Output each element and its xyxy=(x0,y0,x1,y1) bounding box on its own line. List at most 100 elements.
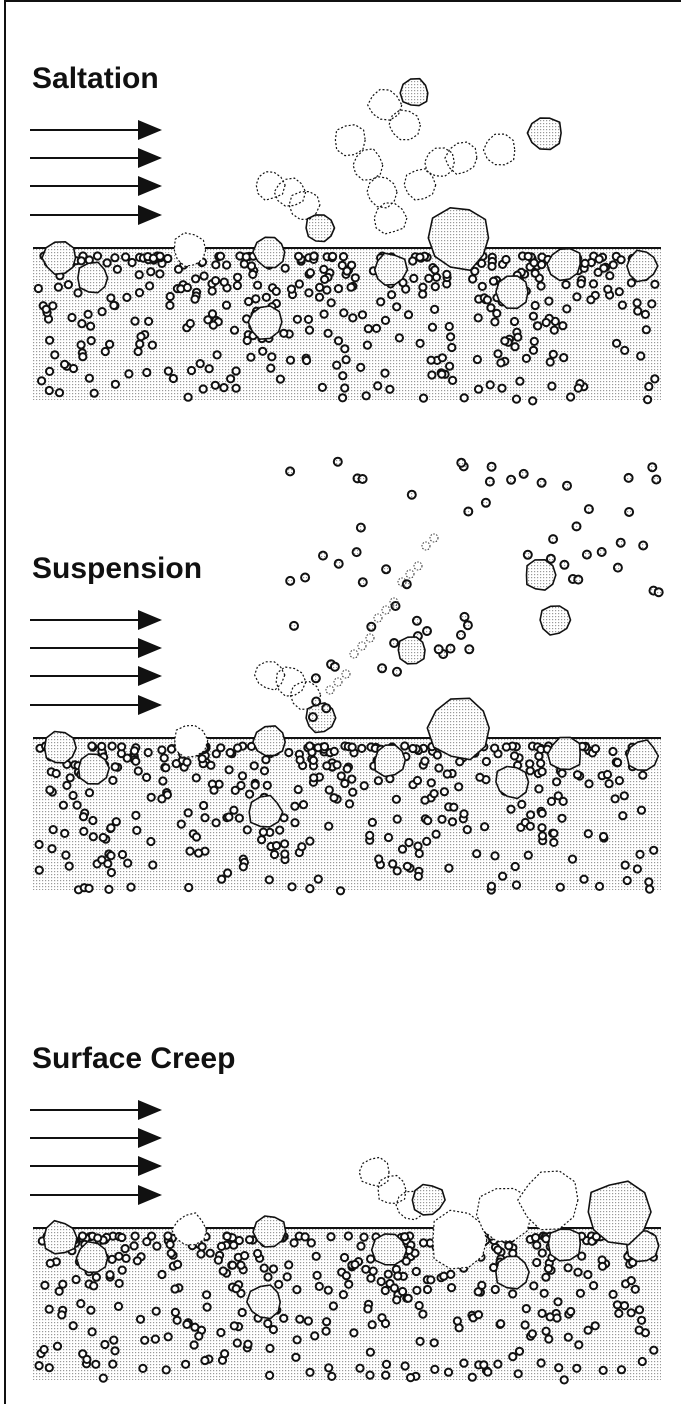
grain xyxy=(341,355,351,365)
suspended-grain xyxy=(401,579,412,590)
grain xyxy=(430,282,440,292)
grain xyxy=(589,1281,599,1291)
grain xyxy=(412,775,423,786)
grain xyxy=(447,817,458,827)
grain xyxy=(106,867,117,878)
grain xyxy=(292,1335,302,1345)
grain xyxy=(498,871,508,881)
grain xyxy=(418,1238,429,1248)
grain xyxy=(408,256,418,266)
grain xyxy=(280,839,290,849)
grain xyxy=(202,1290,212,1300)
grain xyxy=(472,354,482,365)
suspended-grain xyxy=(536,477,547,488)
grain xyxy=(525,821,535,831)
grain xyxy=(401,1256,411,1266)
grain xyxy=(431,829,441,839)
grain xyxy=(481,756,491,767)
grain xyxy=(317,382,327,392)
grain xyxy=(77,1231,88,1241)
grain xyxy=(515,376,525,386)
grain xyxy=(68,363,79,374)
grain xyxy=(526,810,536,820)
suspended-grain xyxy=(329,661,340,672)
grain xyxy=(366,1273,376,1283)
grain xyxy=(517,799,527,809)
grain xyxy=(361,391,371,401)
grain xyxy=(182,1319,192,1329)
grain xyxy=(127,257,137,268)
suspended-grain xyxy=(332,456,343,467)
grain xyxy=(338,252,349,262)
grain xyxy=(183,392,193,402)
suspended-grain xyxy=(462,620,473,631)
suspended-grain xyxy=(433,644,444,655)
grain xyxy=(202,1302,212,1312)
grain xyxy=(501,742,511,752)
grain xyxy=(72,800,82,810)
grain xyxy=(459,809,469,819)
grain xyxy=(89,388,99,398)
grain xyxy=(106,293,116,303)
grain xyxy=(319,309,329,319)
suspended-grain xyxy=(397,636,426,665)
grain xyxy=(206,760,216,770)
grain xyxy=(537,260,547,270)
grain xyxy=(295,755,305,765)
grain xyxy=(633,306,643,316)
grain xyxy=(58,800,69,810)
grain xyxy=(218,1266,228,1276)
grain xyxy=(73,288,83,298)
grain xyxy=(583,829,593,839)
grain xyxy=(189,1340,199,1350)
grain xyxy=(203,315,213,325)
suspended-grain xyxy=(357,577,368,588)
grain xyxy=(537,808,547,818)
grain xyxy=(117,1232,127,1243)
grain xyxy=(424,273,434,283)
grain xyxy=(79,826,89,836)
grain xyxy=(462,825,472,835)
trajectory-ghost xyxy=(357,641,367,651)
grain xyxy=(230,785,240,795)
grain xyxy=(398,1286,408,1297)
trajectory-ghost xyxy=(389,597,399,607)
suspended-grain xyxy=(583,504,594,515)
grain xyxy=(239,259,249,269)
grain xyxy=(333,336,344,346)
saltating-grain xyxy=(526,117,562,151)
suspended-grain xyxy=(545,553,556,564)
grain xyxy=(594,881,605,891)
grain xyxy=(622,875,632,886)
grain xyxy=(263,1318,273,1329)
grain xyxy=(339,308,349,318)
grain xyxy=(122,292,132,302)
grain xyxy=(577,1251,587,1261)
suspended-grain xyxy=(463,506,474,517)
suspended-grain xyxy=(318,550,328,561)
grain xyxy=(135,1314,146,1324)
grain xyxy=(45,366,55,376)
grain xyxy=(97,855,107,865)
grain xyxy=(313,874,323,884)
grain xyxy=(533,321,543,331)
grain xyxy=(385,384,395,394)
grain xyxy=(574,1340,584,1350)
grain xyxy=(549,325,559,335)
grain xyxy=(132,1256,142,1266)
grain xyxy=(253,280,263,290)
grain xyxy=(108,775,118,785)
grain xyxy=(294,279,304,289)
grain xyxy=(412,1285,422,1295)
grain xyxy=(616,255,626,265)
grain xyxy=(131,756,141,766)
grain xyxy=(110,1346,120,1356)
grain xyxy=(165,1239,175,1250)
grain xyxy=(130,316,140,326)
grain xyxy=(262,780,272,790)
grain xyxy=(146,792,156,802)
grain xyxy=(488,276,499,286)
grain xyxy=(437,814,447,824)
grain xyxy=(224,765,234,775)
suspended-grain xyxy=(389,638,400,648)
